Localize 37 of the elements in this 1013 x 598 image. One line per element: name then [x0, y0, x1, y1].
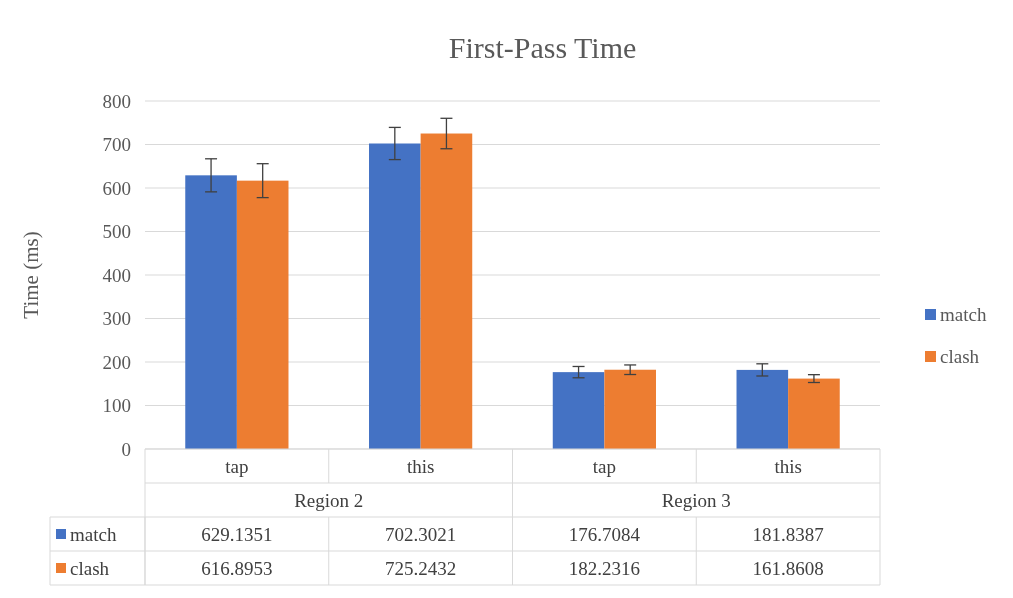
bar	[788, 378, 840, 449]
data-label: 629.1351	[201, 524, 273, 545]
bar	[185, 175, 237, 449]
data-label: 182.2316	[568, 558, 640, 579]
legend-label: clash	[940, 346, 980, 367]
text: Region 2	[294, 490, 364, 511]
y-tick-label: 500	[102, 221, 131, 243]
y-tick-label: 300	[102, 308, 131, 330]
y-tick-label: 400	[102, 264, 131, 286]
data-label: 725.2432	[385, 558, 457, 579]
text: match	[940, 304, 987, 325]
bar	[552, 372, 605, 449]
legend-label: match	[70, 524, 117, 545]
data-label: 181.8387	[752, 524, 824, 545]
data-label: 616.8953	[201, 558, 273, 579]
bar	[369, 143, 421, 449]
text: Region 3	[661, 490, 731, 511]
x-tick-label: this	[406, 456, 435, 477]
bar	[604, 369, 656, 449]
y-tick-label: 800	[102, 90, 131, 112]
x-tick-label: tap	[225, 456, 249, 477]
x-tick-label: tap	[592, 456, 616, 477]
y-tick-label: 700	[102, 134, 131, 156]
bar	[736, 369, 789, 449]
bar	[236, 180, 289, 449]
data-label: 176.7084	[568, 524, 641, 545]
bar	[420, 133, 473, 449]
chart-title: First-Pass Time	[448, 31, 637, 64]
text: clash	[70, 558, 110, 579]
data-label: 161.8608	[752, 558, 824, 579]
y-tick-label: 200	[102, 351, 131, 373]
x-tick-label: this	[774, 456, 802, 477]
y-tick-label: 0	[121, 438, 131, 460]
data-label: 702.3021	[385, 524, 457, 545]
y-tick-label: 100	[102, 395, 131, 417]
y-axis-title: Time (ms)	[19, 231, 43, 319]
y-tick-label: 600	[102, 177, 131, 199]
